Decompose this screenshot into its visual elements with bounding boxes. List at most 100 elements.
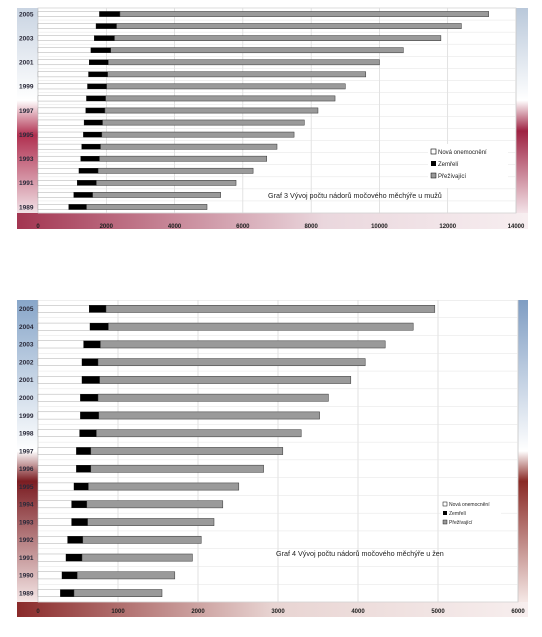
y-tick-label: 2001 bbox=[19, 60, 34, 67]
y-tick-label: 1989 bbox=[19, 204, 34, 211]
bar-segment-dead bbox=[89, 305, 107, 313]
bar-segment-new bbox=[37, 47, 92, 53]
bar-segment-surviving bbox=[98, 411, 320, 420]
bar-segment-surviving bbox=[96, 180, 237, 186]
bar-segment-surviving bbox=[86, 204, 208, 210]
bar-segment-new bbox=[37, 71, 89, 78]
y-tick-label: 1999 bbox=[19, 84, 34, 91]
bar-segment-dead bbox=[99, 11, 121, 17]
bar-segment-dead bbox=[83, 131, 102, 138]
bar-segment-surviving bbox=[106, 83, 346, 90]
bar-segment-new bbox=[37, 143, 82, 150]
bar-segment-dead bbox=[78, 168, 99, 174]
bar-segment-dead bbox=[81, 376, 100, 384]
bar-segment-dead bbox=[71, 500, 87, 509]
bar-segment-new bbox=[37, 553, 67, 562]
bar-segment-dead bbox=[87, 83, 107, 90]
bars bbox=[37, 11, 489, 210]
bar-segment-dead bbox=[81, 143, 101, 150]
bar-segment-dead bbox=[71, 518, 88, 526]
bar-segment-surviving bbox=[104, 107, 319, 114]
bar-segment-new bbox=[37, 376, 83, 384]
y-tick-label: 1996 bbox=[19, 466, 34, 473]
y-tick-label: 1991 bbox=[19, 555, 34, 562]
bar-segment-new bbox=[37, 204, 69, 210]
bar-segment-new bbox=[37, 571, 63, 580]
bar-segment-surviving bbox=[97, 358, 366, 367]
y-tick-label: 1990 bbox=[19, 573, 34, 580]
bar-segment-dead bbox=[65, 553, 83, 562]
bar-segment-surviving bbox=[81, 553, 193, 562]
x-tick-label: 8000 bbox=[304, 224, 318, 230]
chart-title: Graf 4 Vývoj počtu nádorů močového měchý… bbox=[276, 549, 444, 558]
bar-segment-new bbox=[37, 411, 81, 420]
bar-segment-surviving bbox=[86, 500, 224, 509]
bar-segment-surviving bbox=[102, 119, 305, 126]
bar-segment-dead bbox=[76, 447, 91, 455]
bar-segment-surviving bbox=[99, 376, 352, 384]
y-tick-label: 1997 bbox=[19, 108, 34, 115]
bar-segment-dead bbox=[95, 23, 117, 29]
bar-segment-surviving bbox=[97, 167, 254, 174]
bar-segment-dead bbox=[76, 465, 91, 473]
left-band bbox=[17, 300, 38, 602]
bar-segment-surviving bbox=[92, 192, 221, 198]
legend: Nová onemocnění Zemřelí Přežívající bbox=[428, 144, 508, 188]
legend-label-dead: Zemřelí bbox=[438, 162, 459, 168]
bar-segment-new bbox=[37, 83, 88, 90]
x-tick-label: 6000 bbox=[236, 224, 250, 230]
bar-segment-dead bbox=[83, 340, 101, 349]
x-axis-band bbox=[17, 602, 528, 617]
bar-segment-dead bbox=[60, 589, 75, 597]
y-tick-labels: 1989 1991 1993 1995 1997 1999 2001 2003 2005 bbox=[19, 11, 34, 211]
y-tick-label: 1991 bbox=[19, 180, 34, 187]
bar-segment-new bbox=[37, 107, 86, 114]
bar-segment-surviving bbox=[105, 95, 336, 102]
bar-segment-new bbox=[37, 11, 100, 17]
y-tick-label: 2001 bbox=[19, 377, 34, 384]
x-tick-label: 6000 bbox=[511, 609, 525, 615]
y-tick-label: 1997 bbox=[19, 448, 34, 455]
bar-segment-surviving bbox=[99, 155, 268, 162]
bars bbox=[37, 305, 436, 597]
legend-swatch-surviving bbox=[430, 172, 437, 179]
legend-swatch-new bbox=[442, 501, 448, 507]
bar-segment-surviving bbox=[100, 340, 386, 349]
bar-segment-dead bbox=[73, 192, 93, 198]
bar-segment-new bbox=[37, 131, 84, 138]
y-tick-label: 2003 bbox=[19, 342, 34, 349]
bar-segment-new bbox=[37, 358, 83, 366]
bar-segment-dead bbox=[67, 536, 83, 544]
y-tick-label: 1994 bbox=[19, 502, 34, 509]
x-tick-label: 12000 bbox=[439, 224, 456, 230]
bar-segment-dead bbox=[61, 571, 78, 580]
bar-segment-dead bbox=[80, 155, 100, 162]
x-tick-label: 1000 bbox=[111, 609, 125, 615]
bar-segment-dead bbox=[85, 107, 106, 114]
x-tick-label: 0 bbox=[36, 224, 40, 230]
bar-segment-surviving bbox=[87, 518, 215, 526]
bar-segment-dead bbox=[94, 35, 115, 41]
bar-segment-new bbox=[37, 168, 80, 174]
x-tick-label: 3000 bbox=[271, 609, 285, 615]
bar-segment-new bbox=[37, 518, 72, 526]
chart-men: 1989 1991 1993 1995 1997 1999 2001 2003 2005 0 20… bbox=[17, 7, 528, 230]
x-tick-labels: 0 2000 4000 6000 8000 10000 12000 14000 bbox=[36, 224, 525, 230]
chart-women: 1989 1990 1991 1992 1993 1994 1995 1996 1997 1998… bbox=[17, 300, 528, 617]
left-band bbox=[17, 8, 38, 213]
x-tick-label: 2000 bbox=[191, 609, 205, 615]
x-tick-label: 14000 bbox=[508, 224, 525, 230]
x-tick-label: 2000 bbox=[100, 224, 114, 230]
bar-segment-surviving bbox=[73, 589, 163, 597]
y-tick-label: 2005 bbox=[19, 306, 34, 313]
bar-segment-dead bbox=[88, 71, 108, 78]
bar-segment-dead bbox=[83, 119, 103, 126]
legend: Nová onemocnění Zemřelí Přežívající bbox=[441, 500, 501, 530]
bar-segment-surviving bbox=[88, 482, 240, 491]
bar-segment-dead bbox=[81, 358, 99, 366]
bar-segment-surviving bbox=[105, 305, 436, 313]
bar-segment-new bbox=[37, 23, 97, 29]
bar-segment-surviving bbox=[100, 143, 278, 150]
bar-segment-surviving bbox=[76, 571, 176, 580]
bar-segment-new bbox=[37, 589, 61, 597]
